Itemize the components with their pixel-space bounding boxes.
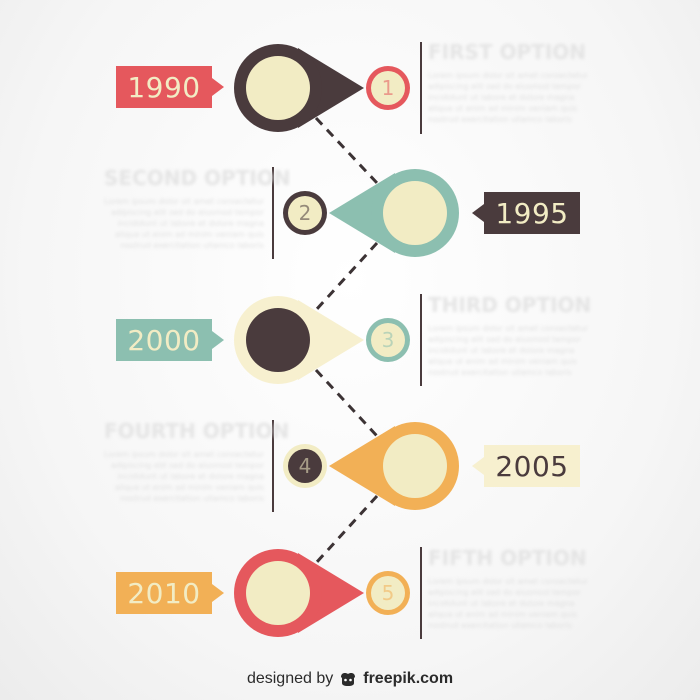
option-line: incididunt ut labore et dolore magna (428, 599, 575, 608)
option-line: Lorem ipsum dolor sit amet consectetur (104, 450, 264, 459)
step-number-label: 5 (382, 581, 395, 605)
option-line: adipiscing elit sed do eiusmod tempor (428, 588, 582, 597)
option-title: SECOND OPTION (104, 166, 291, 190)
option-block-4: FOURTH OPTION Lorem ipsum dolor sit amet… (104, 419, 290, 504)
year-tag-2000: 2000 (116, 319, 224, 361)
option-block-5: FIFTH OPTION Lorem ipsum dolor sit amet … (428, 546, 588, 631)
step-number-label: 2 (299, 201, 312, 225)
pin-inner-circle (383, 181, 447, 245)
option-line: nostrud exercitation ullamco laboris (428, 115, 572, 124)
option-line: adipiscing elit sed do eiusmod tempor (110, 461, 264, 470)
footer-prefix: designed by (246, 670, 334, 687)
year-tag-1995: 1995 (472, 192, 580, 234)
step-number-fill (371, 323, 405, 357)
option-title: THIRD OPTION (428, 293, 592, 317)
step-number-4: 4 (283, 444, 327, 488)
option-line: nostrud exercitation ullamco laboris (120, 494, 264, 503)
milestone-pin-1 (234, 44, 364, 132)
option-line: aliqua ut enim ad minim veniam quis (114, 230, 264, 239)
timeline-connector (314, 116, 379, 185)
option-line: aliqua ut enim ad minim veniam quis (428, 104, 578, 113)
option-title: FIRST OPTION (428, 40, 586, 64)
option-title: FOURTH OPTION (104, 419, 290, 443)
option-line: adipiscing elit sed do eiusmod tempor (428, 82, 582, 91)
year-tag-1990: 1990 (116, 66, 224, 108)
year-tag-2005: 2005 (472, 445, 580, 487)
milestone-pin-4 (329, 422, 459, 510)
option-line: incididunt ut labore et dolore magna (117, 472, 264, 481)
pin-inner-circle (246, 56, 310, 120)
year-tag-2010: 2010 (116, 572, 224, 614)
footer-brand: freepik.com (363, 670, 454, 687)
freepik-logo-icon (341, 673, 356, 686)
step-number-fill (288, 449, 322, 483)
step-number-1: 1 (366, 66, 410, 110)
option-line: incididunt ut labore et dolore magna (428, 93, 575, 102)
option-line: incididunt ut labore et dolore magna (117, 219, 264, 228)
step-number-fill (288, 196, 322, 230)
option-line: adipiscing elit sed do eiusmod tempor (428, 335, 582, 344)
option-line: aliqua ut enim ad minim veniam quis (428, 357, 578, 366)
option-block-1: FIRST OPTION Lorem ipsum dolor sit amet … (428, 40, 588, 125)
step-number-2: 2 (283, 191, 327, 235)
pin-inner-circle (246, 561, 310, 625)
option-line: nostrud exercitation ullamco laboris (428, 368, 572, 377)
option-line: Lorem ipsum dolor sit amet consectetur (428, 71, 588, 80)
pin-inner-circle (383, 434, 447, 498)
step-number-5: 5 (366, 571, 410, 615)
option-title: FIFTH OPTION (428, 546, 587, 570)
pin-inner-circle (246, 308, 310, 372)
milestone-pin-3 (234, 296, 364, 384)
milestone-pin-5 (234, 549, 364, 637)
timeline-connector (314, 494, 379, 565)
step-number-label: 4 (299, 454, 312, 478)
option-line: nostrud exercitation ullamco laboris (120, 241, 264, 250)
timeline-connector (314, 241, 379, 312)
option-block-2: SECOND OPTION Lorem ipsum dolor sit amet… (104, 166, 291, 251)
option-line: incididunt ut labore et dolore magna (428, 346, 575, 355)
step-number-fill (371, 576, 405, 610)
milestone-pin-2 (329, 169, 459, 257)
step-number-label: 3 (382, 328, 395, 352)
step-number-label: 1 (382, 76, 395, 100)
option-line: adipiscing elit sed do eiusmod tempor (110, 208, 264, 217)
option-line: Lorem ipsum dolor sit amet consectetur (428, 324, 588, 333)
option-line: Lorem ipsum dolor sit amet consectetur (428, 577, 588, 586)
option-block-3: THIRD OPTION Lorem ipsum dolor sit amet … (428, 293, 592, 378)
option-line: Lorem ipsum dolor sit amet consectetur (104, 197, 264, 206)
option-line: aliqua ut enim ad minim veniam quis (428, 610, 578, 619)
timeline-connector (314, 368, 379, 438)
footer-credit: designed by freepik.com (0, 666, 700, 692)
step-number-fill (371, 71, 405, 105)
option-line: nostrud exercitation ullamco laboris (428, 621, 572, 630)
step-number-3: 3 (366, 318, 410, 362)
option-line: aliqua ut enim ad minim veniam quis (114, 483, 264, 492)
